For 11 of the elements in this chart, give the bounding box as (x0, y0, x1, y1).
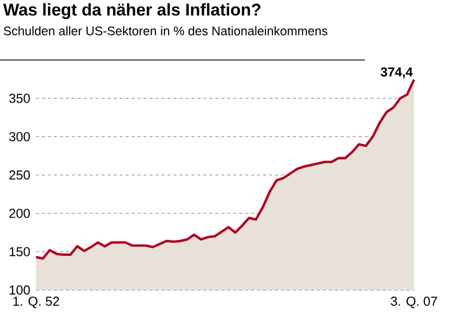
x-tick-label: 3. Q. 07 (390, 296, 437, 308)
y-tick-label: 300 (9, 132, 30, 142)
y-tick-label: 150 (10, 247, 30, 256)
y-tick-label: 100 (10, 285, 30, 295)
y-tick-label: 350 (9, 94, 30, 103)
y-tick-label: 200 (9, 208, 30, 218)
x-tick-label: 1. Q. 52 (13, 296, 59, 308)
annotation: 374,4 (380, 67, 413, 78)
y-tick-label: 250 (9, 170, 30, 180)
chart-subtitle: Schulden aller US-Sektoren in % des Nationaleinkommens (4, 26, 328, 36)
chart-title: Was liegt da näher als Inflation? (3, 3, 260, 20)
